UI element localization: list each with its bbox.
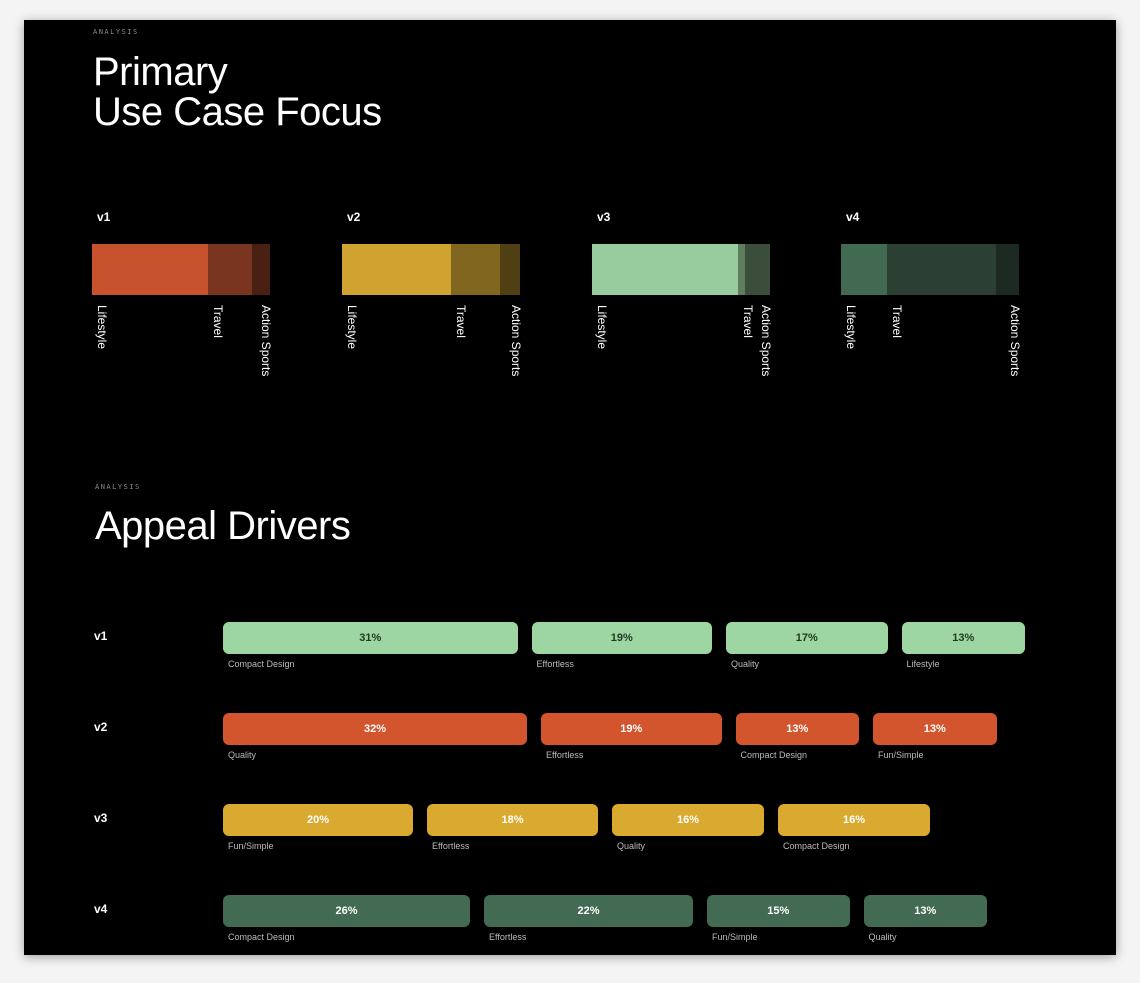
bar-value-label: 19% (620, 723, 643, 735)
bar-value-label: 26% (335, 905, 358, 917)
stack-label-v4: v4 (846, 210, 860, 224)
stacked-bar-v4 (841, 244, 1019, 295)
bar-value-label: 17% (795, 632, 818, 644)
appeal-bar: 15% (707, 895, 850, 927)
bar-category-label: Quality (731, 659, 760, 669)
bar-segment-travel (450, 244, 501, 295)
bar-segment-action-sports (995, 244, 1019, 295)
appeal-bar: 13% (901, 622, 1025, 654)
bar-value-label: 20% (306, 814, 330, 826)
bar-segment-lifestyle (841, 244, 888, 295)
appeal-bar: 31% (223, 622, 518, 654)
bar-category-label: Effortless (432, 841, 470, 851)
bar-category-label: Quality (617, 841, 646, 851)
bar-value-label: 13% (914, 905, 937, 917)
bar-category-label: Effortless (536, 659, 574, 669)
bar-value-label: 16% (842, 814, 866, 826)
bar-category-label: Effortless (546, 750, 584, 760)
segment-label: Action Sports (509, 305, 523, 377)
dashboard-panel (24, 20, 1116, 955)
bar-segment-action-sports (745, 244, 770, 295)
segment-label: Travel (740, 305, 755, 338)
appeal-bar: 18% (427, 804, 598, 836)
segment-label: Lifestyle (844, 305, 858, 350)
row-label-v3: v3 (94, 811, 108, 825)
appeal-bar: 20% (223, 804, 413, 836)
row-label-v4: v4 (94, 902, 108, 916)
segment-label: Travel (453, 305, 468, 338)
segment-label: Travel (890, 305, 905, 338)
bar-category-label: Compact Design (740, 750, 808, 760)
appeal-bar: 13% (735, 713, 859, 745)
stacked-bar-v1 (92, 244, 270, 295)
appeal-bar: 17% (726, 622, 888, 654)
segment-label: Action Sports (259, 305, 273, 377)
bar-segment-lifestyle (592, 244, 738, 295)
bar-value-label: 19% (610, 632, 633, 644)
segment-label: Action Sports (1008, 305, 1022, 377)
bar-category-label: Quality (228, 750, 257, 760)
segment-label: Lifestyle (95, 305, 109, 350)
appeal-bar: 13% (873, 713, 997, 745)
stacked-bar-v2 (342, 244, 520, 295)
bar-category-label: Fun/Simple (712, 932, 758, 942)
bar-category-label: Compact Design (228, 932, 295, 942)
appeal-bar: 16% (778, 804, 930, 836)
title-line-2: Use Case Focus (93, 90, 382, 134)
title-line-1: Primary (93, 50, 228, 94)
segment-label: Lifestyle (595, 305, 609, 350)
bar-category-label: Lifestyle (906, 659, 940, 669)
bar-category-label: Fun/Simple (228, 841, 274, 851)
bar-segment-travel (207, 244, 253, 295)
row-label-v2: v2 (94, 720, 108, 734)
bar-value-label: 15% (767, 905, 790, 917)
bar-value-label: 13% (786, 723, 809, 735)
bar-segment-lifestyle (92, 244, 208, 295)
section-eyebrow: ANALYSIS (93, 28, 139, 36)
bar-value-label: 16% (676, 814, 700, 826)
appeal-bar: 22% (484, 895, 693, 927)
appeal-bar: 26% (223, 895, 470, 927)
bar-segment-lifestyle (342, 244, 451, 295)
stack-label-v3: v3 (597, 210, 611, 224)
bar-segment-action-sports (252, 244, 270, 295)
stack-label-v2: v2 (347, 210, 361, 224)
bar-segment-travel (887, 244, 996, 295)
appeal-bar: 19% (531, 622, 712, 654)
bar-value-label: 18% (501, 814, 524, 826)
appeal-bar: 13% (863, 895, 987, 927)
bar-category-label: Fun/Simple (878, 750, 924, 760)
section-eyebrow: ANALYSIS (95, 483, 141, 491)
appeal-bar: 32% (223, 713, 527, 745)
segment-label: Travel (210, 305, 225, 338)
bar-category-label: Compact Design (783, 841, 850, 851)
bar-category-label: Compact Design (228, 659, 295, 669)
stack-label-v1: v1 (97, 210, 111, 224)
bar-value-label: 13% (952, 632, 975, 644)
page-title: Primary Use Case Focus (93, 52, 382, 132)
bar-value-label: 31% (359, 632, 382, 644)
bar-value-label: 22% (577, 905, 600, 917)
segment-label: Action Sports (759, 305, 773, 377)
segment-label: Lifestyle (345, 305, 359, 350)
appeal-bar: 16% (612, 804, 764, 836)
bar-segment-travel (737, 244, 746, 295)
bar-category-label: Quality (868, 932, 897, 942)
bar-value-label: 32% (363, 723, 387, 735)
bar-category-label: Effortless (489, 932, 527, 942)
bar-value-label: 13% (923, 723, 946, 735)
section-title: Appeal Drivers (95, 504, 351, 548)
row-label-v1: v1 (94, 629, 108, 643)
stacked-bar-v3 (592, 244, 770, 295)
bar-segment-action-sports (500, 244, 520, 295)
appeal-bar: 19% (541, 713, 722, 745)
